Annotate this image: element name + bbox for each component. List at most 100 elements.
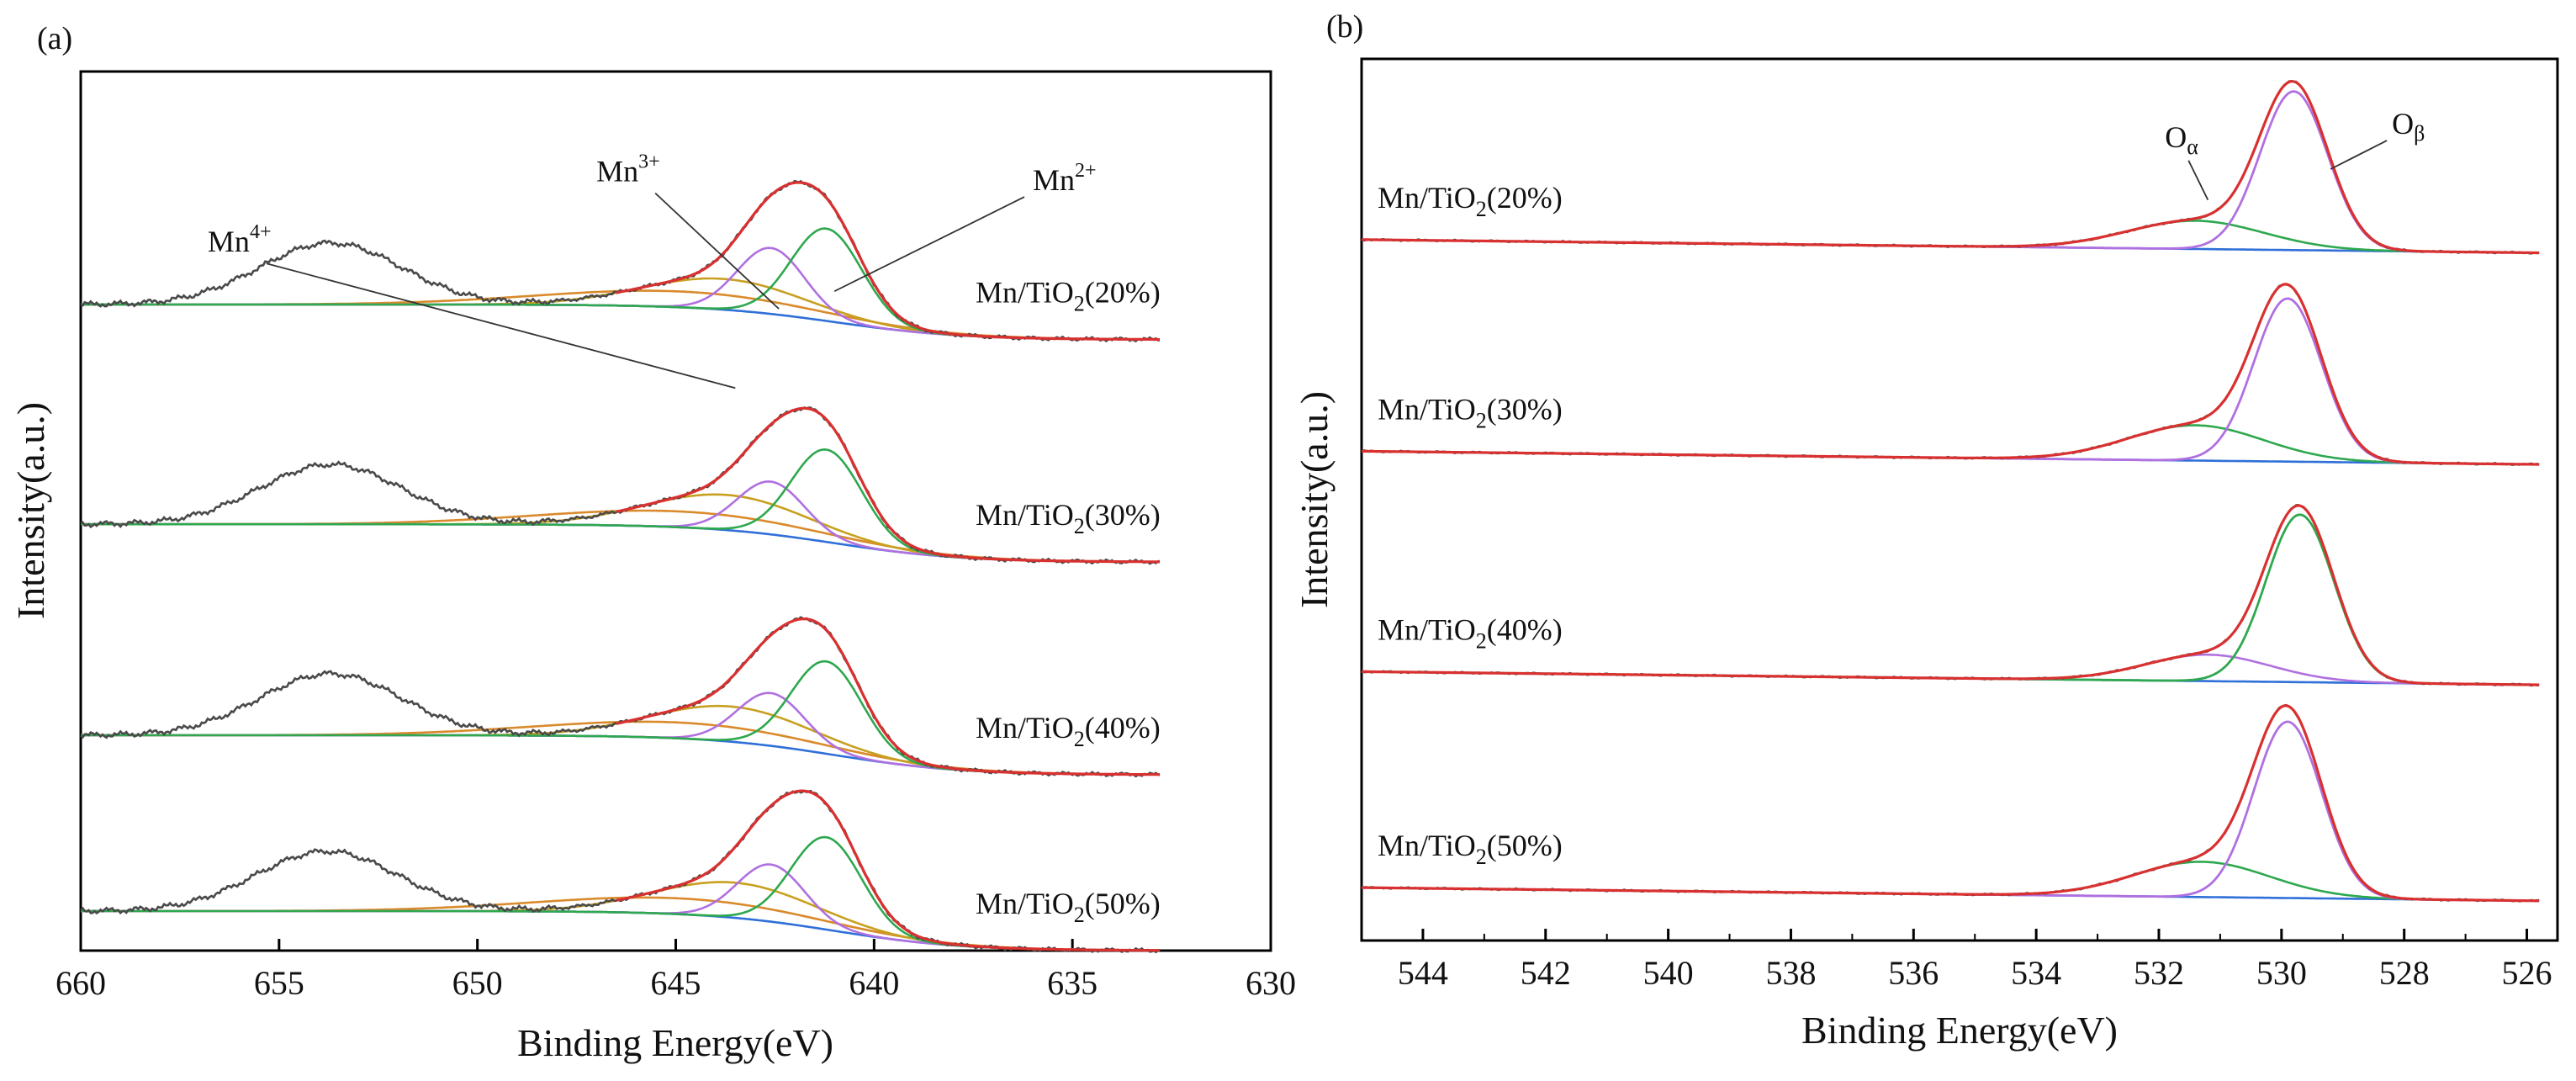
sample-label-subscript: 2 (1476, 408, 1487, 432)
panel-a-sample-label: Mn/TiO2(50%) (976, 887, 1161, 927)
panel-b-o-alpha-component (1361, 220, 2540, 254)
annotation-charge: 2+ (1075, 160, 1097, 182)
panel-a-raw-spectrum (80, 616, 1161, 778)
panel-a-label: (a) (37, 21, 72, 56)
panel-a-x-tick-label: 630 (1246, 964, 1296, 1002)
panel-a-raw-spectrum (80, 406, 1161, 565)
sample-label-main: Mn/TiO (1378, 829, 1476, 862)
panel-a-sample-label: Mn/TiO2(20%) (976, 276, 1161, 316)
panel-b-x-tick-label: 536 (1888, 954, 1939, 992)
panel-b-annotation-leader (2330, 140, 2388, 170)
panel-b-x-tick-label: 528 (2379, 954, 2430, 992)
panel-a-fit-envelope (616, 181, 1160, 342)
sample-label-subscript: 2 (1476, 628, 1487, 653)
panel-b-o-beta-component (1361, 720, 2540, 903)
panel-b-x-tick-label: 526 (2502, 954, 2552, 992)
panel-a-sample-label: Mn/TiO2(40%) (976, 711, 1161, 751)
panel-a-x-tick-label: 645 (651, 964, 701, 1002)
panel-b-raw-spectrum (1361, 504, 2540, 687)
panel-a-mn2p: (a) 660 655 650 645 640 635 630 Mn/TiO2(20%)Mn… (9, 21, 1296, 1064)
sample-label-main: Mn/TiO (976, 498, 1074, 532)
annotation-ion: Mn (596, 155, 638, 188)
annotation-ion: Mn (1033, 163, 1075, 197)
sample-label-rest: (50%) (1487, 829, 1563, 862)
sample-label-subscript: 2 (1476, 845, 1487, 869)
panel-a-annotation-leader (833, 196, 1025, 293)
panel-b-sample-label: Mn/TiO2(40%) (1378, 612, 1563, 653)
panel-b-sample-label: Mn/TiO2(20%) (1378, 181, 1563, 221)
panel-a-fit-envelope (616, 406, 1160, 564)
sample-label-subscript: 2 (1074, 727, 1085, 751)
panel-b-o1s: (b) 544 542 540 538 536 534 532 530 528 526 Mn/Ti… (1293, 9, 2559, 1052)
panel-b-spectra (1361, 79, 2540, 903)
sample-label-rest: (20%) (1085, 276, 1161, 310)
sample-label-rest: (40%) (1085, 711, 1161, 745)
sample-label-rest: (20%) (1487, 181, 1563, 215)
annotation-o: O (2165, 120, 2187, 154)
panel-b-annotation-label: Oα (2165, 120, 2198, 159)
panel-a-annotation-label: Mn4+ (208, 221, 272, 258)
panel-a-x-tick-label: 650 (452, 964, 503, 1002)
panel-b-o-alpha-component (1362, 653, 2540, 686)
panel-a-annotation-leader (654, 192, 780, 310)
sample-label-main: Mn/TiO (976, 887, 1074, 920)
panel-b-x-axis: 544 542 540 538 536 534 532 530 528 526 (1398, 929, 2552, 992)
annotation-greek: β (2414, 121, 2425, 146)
panel-a-annotation-leader (266, 262, 736, 389)
panel-a-background-component (81, 303, 1160, 341)
sample-label-main: Mn/TiO (1378, 181, 1476, 215)
sample-label-rest: (30%) (1487, 392, 1563, 426)
sample-label-subscript: 2 (1074, 292, 1085, 316)
panel-a-y-axis-title: Intensity(a.u.) (9, 402, 52, 619)
panel-b-o-beta-component (1362, 297, 2540, 466)
annotation-greek: α (2187, 135, 2198, 159)
panel-b-x-tick-label: 542 (1521, 954, 1571, 992)
panel-b-y-axis-title: Intensity(a.u.) (1293, 391, 1336, 608)
panel-b-x-tick-label: 540 (1643, 954, 1694, 992)
annotation-ion: Mn (208, 225, 250, 258)
panel-b-fit-envelope (1361, 80, 2540, 255)
annotation-charge: 4+ (250, 221, 272, 243)
sample-label-main: Mn/TiO (976, 276, 1074, 310)
panel-a-x-tick-label: 635 (1047, 964, 1098, 1002)
annotation-o: O (2392, 107, 2414, 140)
panel-b-x-tick-label: 544 (1398, 954, 1448, 992)
sample-label-main: Mn/TiO (976, 711, 1074, 745)
panel-a-raw-spectrum (80, 789, 1161, 954)
panel-b-fit-envelope (1362, 283, 2540, 466)
panel-b-x-tick-label: 530 (2256, 954, 2307, 992)
panel-a-x-axis-title: Binding Energy(eV) (517, 1021, 833, 1064)
panel-b-x-tick-label: 534 (2011, 954, 2061, 992)
panel-a-annotation-label: Mn2+ (1033, 160, 1097, 197)
sample-label-main: Mn/TiO (1378, 392, 1476, 426)
sample-label-rest: (50%) (1085, 887, 1161, 920)
panel-b-x-axis-title: Binding Energy(eV) (1801, 1009, 2118, 1052)
panel-b-sample-labels: Mn/TiO2(20%)Mn/TiO2(30%)Mn/TiO2(40%)Mn/T… (1378, 181, 1563, 869)
panel-b-o-beta-component (1362, 513, 2540, 686)
panel-b-fit-envelope (1362, 504, 2540, 686)
panel-b-x-tick-label: 532 (2134, 954, 2184, 992)
panel-a-raw-spectrum (80, 179, 1161, 343)
panel-b-sample-label: Mn/TiO2(50%) (1378, 829, 1563, 869)
panel-b-x-tick-label: 538 (1765, 954, 1816, 992)
sample-label-rest: (40%) (1487, 612, 1563, 646)
panel-b-raw-spectrum (1361, 283, 2540, 467)
sample-label-subscript: 2 (1476, 197, 1487, 221)
sample-label-subscript: 2 (1074, 903, 1085, 927)
panel-a-sample-label: Mn/TiO2(30%) (976, 498, 1161, 538)
panel-b-label: (b) (1326, 9, 1363, 45)
panel-a-x-tick-label: 655 (254, 964, 304, 1002)
panel-a-fit-envelope (616, 789, 1160, 952)
panel-b-annotation-leader (2187, 160, 2209, 201)
panel-a-spectra (80, 179, 1161, 954)
panel-a-x-axis: 660 655 650 645 640 635 630 (56, 939, 1296, 1002)
panel-a-peak-annotations: Mn4+Mn3+Mn2+ (208, 151, 1097, 389)
panel-b-fit-envelope (1361, 704, 2540, 903)
sample-label-subscript: 2 (1074, 514, 1085, 538)
panel-a-x-tick-label: 640 (849, 964, 899, 1002)
panel-a-annotation-label: Mn3+ (596, 151, 660, 188)
panel-a-x-tick-label: 660 (56, 964, 106, 1002)
sample-label-rest: (30%) (1085, 498, 1161, 532)
